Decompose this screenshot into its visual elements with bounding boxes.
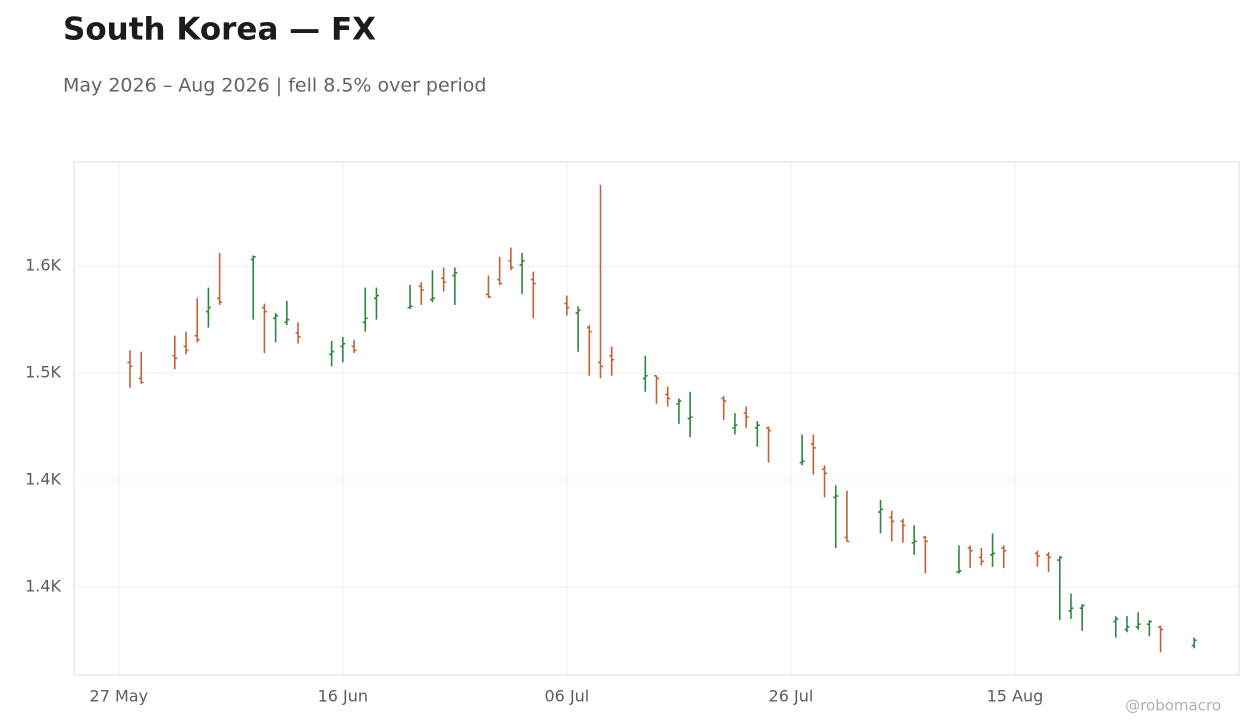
chart-title: South Korea — FX xyxy=(63,12,376,48)
ohlc-bar xyxy=(217,252,223,305)
ohlc-bar xyxy=(732,413,738,435)
ohlc-bar xyxy=(1191,637,1197,649)
ohlc-bar xyxy=(194,298,200,343)
ohlc-bar xyxy=(900,518,906,543)
ohlc-bar xyxy=(922,536,928,574)
ohlc-bar xyxy=(766,426,772,463)
x-tick-label: 06 Jul xyxy=(545,687,590,706)
ohlc-bar xyxy=(497,256,503,285)
ohlc-bar xyxy=(743,406,749,428)
ohlc-bar xyxy=(351,339,357,354)
ohlc-bar xyxy=(609,346,615,376)
ohlc-bar xyxy=(990,533,996,567)
ohlc-bar xyxy=(362,287,368,332)
ohlc-bar xyxy=(452,267,458,305)
y-tick-label: 1.4K xyxy=(25,469,61,488)
ohlc-bar xyxy=(340,337,346,363)
ohlc-bar xyxy=(1068,593,1074,619)
marks xyxy=(127,184,1197,653)
ohlc-bar xyxy=(911,525,917,555)
ohlc-bar xyxy=(889,510,895,542)
grid: 1.6K 1.5K 1.4K 1.4K 27 May 16 Jun 06 Jul 26 Jul… xyxy=(25,162,1239,706)
ohlc-bar xyxy=(597,184,603,379)
ohlc-bar xyxy=(1057,556,1063,621)
ohlc-bar xyxy=(429,270,435,303)
ohlc-bar xyxy=(138,351,144,384)
ohlc-bar xyxy=(822,465,828,498)
ohlc-bar xyxy=(485,275,491,299)
ohlc-bar xyxy=(373,287,379,320)
ohlc-bar xyxy=(329,341,335,367)
ohlc-bar xyxy=(418,282,424,305)
ohlc-bar xyxy=(205,287,211,328)
ohlc-bar xyxy=(295,322,301,344)
y-tick-label: 1.6K xyxy=(25,256,61,275)
ohlc-bar xyxy=(284,300,290,325)
ohlc-bar xyxy=(654,374,659,404)
ohlc-bar xyxy=(1146,620,1152,637)
ohlc-bar xyxy=(441,267,447,292)
ohlc-bar xyxy=(564,295,570,316)
ohlc-bar xyxy=(508,247,514,271)
ohlc-bar xyxy=(810,434,816,475)
x-tick-label: 27 May xyxy=(90,687,149,706)
ohlc-bar xyxy=(687,391,693,438)
ohlc-bar xyxy=(1135,612,1141,630)
ohlc-bar xyxy=(127,350,133,388)
x-tick-label: 26 Jul xyxy=(769,687,814,706)
ohlc-bar xyxy=(261,303,267,354)
ohlc-bar xyxy=(1001,545,1007,569)
ohlc-bar xyxy=(956,545,962,574)
x-tick-label: 15 Aug xyxy=(987,687,1044,706)
ohlc-bar xyxy=(250,255,256,320)
ohlc-bar xyxy=(676,398,682,424)
ohlc-bar xyxy=(642,355,648,392)
ohlc-bar xyxy=(172,335,178,370)
ohlc-bar xyxy=(1113,616,1119,638)
ohlc-bar xyxy=(183,331,189,355)
ohlc-bar xyxy=(721,395,727,420)
ohlc-bar xyxy=(665,386,671,407)
plot-frame xyxy=(73,161,1240,676)
ohlc-bar xyxy=(575,306,581,352)
ohlc-bar xyxy=(586,324,592,376)
credit: @robomacro xyxy=(1125,697,1221,715)
chart-subtitle: May 2026 – Aug 2026 | fell 8.5% over per… xyxy=(63,75,486,97)
ohlc-bar xyxy=(967,545,973,569)
x-tick-label: 16 Jun xyxy=(318,687,368,706)
ohlc-bar xyxy=(1079,604,1085,631)
ohlc-bar xyxy=(754,421,760,447)
ohlc-bar xyxy=(1034,550,1040,567)
ohlc-bar xyxy=(978,548,984,566)
y-tick-label: 1.4K xyxy=(25,576,61,595)
ohlc-bar xyxy=(1046,552,1052,573)
ohlc-bar xyxy=(407,284,413,309)
ohlc-bar xyxy=(1158,625,1164,653)
ohlc-bar xyxy=(1124,616,1130,633)
ohlc-bar xyxy=(878,499,884,534)
ohlc-bar xyxy=(519,252,525,295)
ohlc-bar xyxy=(833,485,839,549)
ohlc-bar xyxy=(273,312,279,343)
ohlc-bar xyxy=(530,271,536,319)
ohlc-bar xyxy=(799,434,805,466)
ohlc-bar xyxy=(844,490,850,543)
y-tick-label: 1.5K xyxy=(25,363,61,382)
